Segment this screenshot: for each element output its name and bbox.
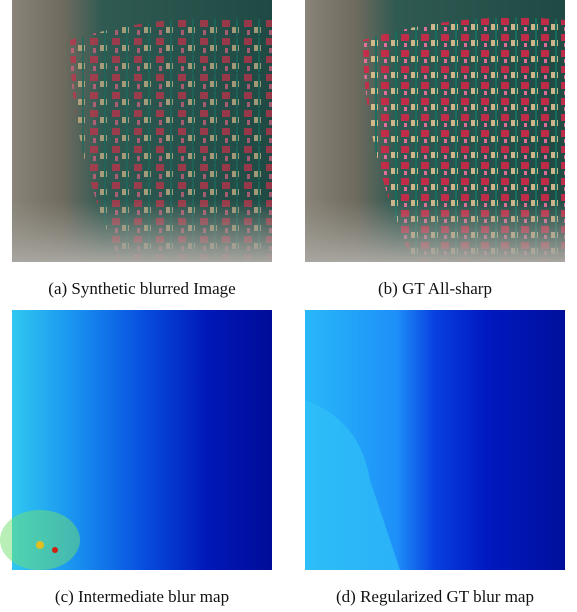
caption: (d) Regularized GT blur map	[336, 587, 534, 606]
caption: (a) Synthetic blurred Image	[48, 279, 235, 298]
caption: (c) Intermediate blur map	[55, 587, 229, 606]
blurred-image	[12, 0, 272, 262]
regularized-blur-map	[305, 310, 565, 570]
sharp-image	[305, 0, 565, 262]
intermediate-blur-map	[0, 310, 272, 570]
caption: (b) GT All-sharp	[378, 279, 492, 298]
figure: (a) Synthetic blurred Image (b) GT All-s…	[0, 0, 577, 612]
